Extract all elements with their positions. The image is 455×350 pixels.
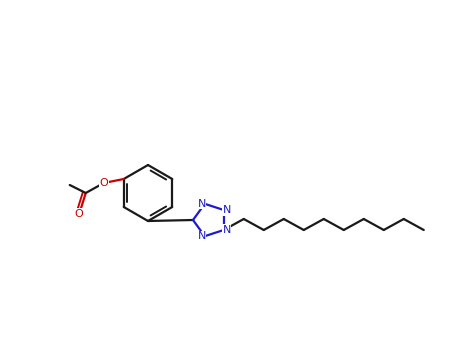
Text: O: O — [74, 209, 83, 219]
Text: N: N — [222, 205, 231, 215]
Text: N: N — [197, 199, 206, 209]
Text: N: N — [222, 225, 231, 235]
Text: N: N — [197, 231, 206, 241]
Text: O: O — [99, 178, 108, 188]
